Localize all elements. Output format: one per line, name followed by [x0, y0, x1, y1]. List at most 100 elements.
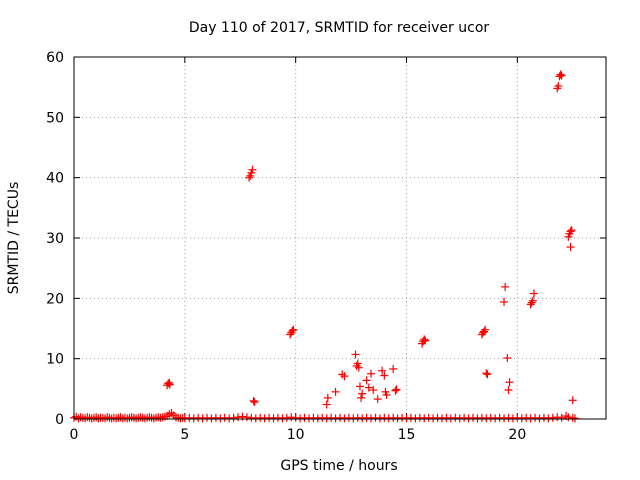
x-tick-label: 20	[508, 427, 526, 443]
x-tick-label: 15	[398, 427, 416, 443]
data-point	[500, 414, 509, 423]
data-point	[548, 413, 557, 422]
data-point	[220, 413, 229, 422]
data-point	[369, 386, 378, 395]
data-point	[354, 363, 363, 372]
y-tick-label: 50	[46, 110, 64, 126]
data-point	[455, 414, 464, 423]
data-point	[482, 414, 491, 423]
data-point	[402, 414, 411, 423]
y-tick-label: 10	[46, 352, 64, 368]
data-point	[318, 413, 327, 422]
data-point	[331, 414, 340, 423]
data-point	[522, 413, 531, 422]
data-point	[531, 413, 540, 422]
data-point	[203, 413, 211, 422]
data-point	[473, 414, 482, 423]
data-point	[544, 414, 553, 423]
data-point	[367, 414, 376, 423]
data-point	[165, 380, 174, 389]
data-point	[500, 297, 509, 306]
data-point	[508, 414, 517, 423]
data-point	[340, 372, 349, 381]
data-point	[245, 173, 254, 182]
data-point	[411, 414, 420, 423]
data-point	[260, 414, 269, 423]
data-point	[327, 413, 336, 422]
data-point	[247, 413, 256, 422]
y-tick-label: 20	[46, 291, 64, 307]
data-point	[336, 413, 344, 422]
data-point	[273, 413, 282, 422]
data-point	[392, 385, 401, 394]
data-point	[207, 414, 216, 423]
data-point	[211, 413, 220, 422]
data-point	[357, 393, 366, 402]
data-point	[527, 298, 536, 307]
x-axis-label: GPS time / hours	[280, 458, 397, 474]
y-axis-label: SRMTID / TECUs	[6, 182, 22, 295]
data-point	[469, 413, 477, 422]
data-point	[433, 413, 442, 422]
data-point	[287, 413, 296, 422]
data-point	[362, 376, 371, 385]
data-point	[185, 413, 194, 422]
data-point	[216, 414, 225, 423]
chart-title: Day 110 of 2017, SRMTID for receiver uco…	[189, 20, 490, 36]
data-point	[296, 414, 305, 423]
data-point	[375, 414, 384, 423]
data-point	[291, 413, 300, 422]
y-tick-label: 60	[46, 50, 64, 66]
data-point	[437, 414, 446, 423]
data-point	[442, 413, 451, 422]
data-point	[382, 390, 391, 399]
data-point	[378, 366, 387, 375]
data-point	[566, 243, 575, 252]
x-tick-label: 5	[180, 427, 189, 443]
data-point	[313, 414, 322, 423]
ticks: 0 5 10 15 20 0 10 20 30 40 50 60	[46, 50, 606, 443]
data-point	[322, 414, 331, 423]
data-point	[344, 413, 353, 422]
data-point	[331, 387, 340, 396]
x-tick-label: 0	[70, 427, 79, 443]
data-point	[539, 413, 548, 422]
data-point	[477, 413, 486, 422]
data-point	[282, 413, 291, 422]
data-point	[483, 370, 492, 379]
data-point	[420, 335, 429, 344]
data-point	[355, 382, 364, 391]
data-point	[501, 282, 510, 291]
plot-frame	[73, 56, 607, 420]
data-point	[384, 414, 393, 423]
data-point	[451, 413, 460, 422]
data-point	[248, 165, 257, 174]
data-point	[421, 336, 430, 345]
data-point	[349, 414, 358, 423]
data-point	[358, 414, 367, 423]
data-point	[265, 413, 274, 422]
data-point	[528, 296, 537, 305]
data-point	[557, 413, 566, 422]
data-point	[289, 325, 298, 334]
data-point	[249, 396, 258, 405]
data-point	[398, 413, 407, 422]
data-point	[323, 393, 332, 402]
data-point	[480, 327, 489, 336]
data-point	[460, 413, 469, 422]
grid	[74, 57, 606, 419]
data-points	[70, 70, 579, 423]
data-point	[557, 71, 566, 80]
data-point	[495, 413, 504, 422]
data-point	[420, 414, 429, 423]
data-point	[373, 395, 382, 404]
data-point	[322, 400, 331, 409]
data-point	[242, 413, 251, 422]
data-point	[568, 396, 577, 405]
data-point	[371, 413, 380, 422]
data-point	[198, 414, 207, 423]
data-point	[486, 413, 495, 422]
data-point	[464, 414, 473, 423]
data-point	[424, 413, 433, 422]
data-point	[554, 81, 563, 90]
